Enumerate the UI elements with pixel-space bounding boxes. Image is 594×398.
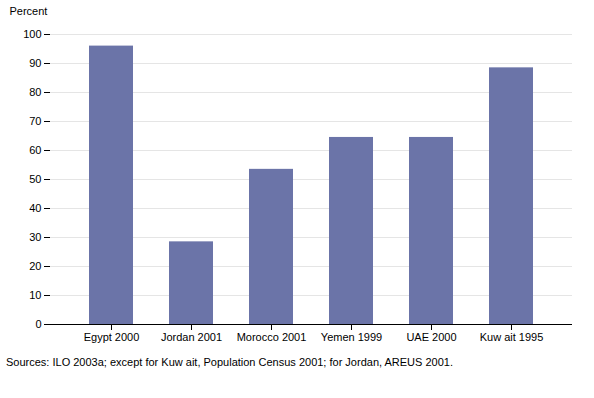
- svg-text:70: 70: [29, 115, 41, 127]
- svg-text:80: 80: [29, 86, 41, 98]
- svg-text:20: 20: [29, 260, 41, 272]
- svg-text:60: 60: [29, 144, 41, 156]
- html-text:Sources: ILO 2003a; except for: Sources: ILO 2003a; except for Kuw ait, …: [6, 356, 453, 368]
- svg-text:30: 30: [29, 231, 41, 243]
- svg-text:100: 100: [23, 28, 41, 40]
- svg-text:40: 40: [29, 202, 41, 214]
- svg-text:Egypt 2000: Egypt 2000: [84, 331, 140, 343]
- svg-text:50: 50: [29, 173, 41, 185]
- svg-text:10: 10: [29, 289, 41, 301]
- svg-text:Yemen 1999: Yemen 1999: [321, 331, 382, 343]
- svg-text:Jordan 2001: Jordan 2001: [161, 331, 222, 343]
- svg-text:90: 90: [29, 57, 41, 69]
- svg-text:UAE 2000: UAE 2000: [406, 331, 456, 343]
- svg-text:Percent: Percent: [10, 5, 48, 17]
- svg-text:Morocco 2001: Morocco 2001: [237, 331, 307, 343]
- svg-text:Kuw ait 1995: Kuw ait 1995: [480, 331, 544, 343]
- svg-text:0: 0: [35, 318, 41, 330]
